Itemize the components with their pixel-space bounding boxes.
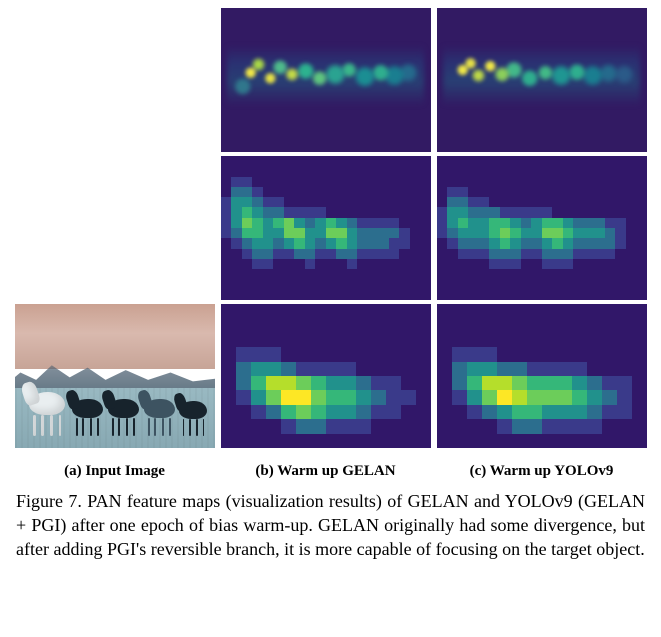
figure-grid: (a) Input Image (b) Warm up GELAN (c) Wa… (14, 8, 647, 480)
col-label-a: (a) Input Image (15, 459, 215, 480)
empty-cell-r1-a (15, 8, 215, 152)
featmap-r2-yolov9 (437, 156, 647, 300)
featmap-r1-yolov9 (437, 8, 647, 152)
featmap-r1-gelan (221, 8, 431, 152)
featmap-r2-gelan (221, 156, 431, 300)
featmap-r3-yolov9 (437, 304, 647, 448)
col-label-b: (b) Warm up GELAN (221, 459, 431, 480)
featmap-r3-gelan (221, 304, 431, 448)
empty-cell-r2-a (15, 156, 215, 300)
caption-body: PAN feature maps (visualization results)… (16, 491, 645, 559)
input-image (15, 304, 215, 448)
input-image-cell (15, 304, 215, 448)
col-label-c: (c) Warm up YOLOv9 (437, 459, 647, 480)
figure-caption: Figure 7. PAN feature maps (visualizatio… (14, 490, 647, 562)
caption-lead: Figure 7. (16, 491, 87, 511)
horse-5 (175, 393, 215, 436)
